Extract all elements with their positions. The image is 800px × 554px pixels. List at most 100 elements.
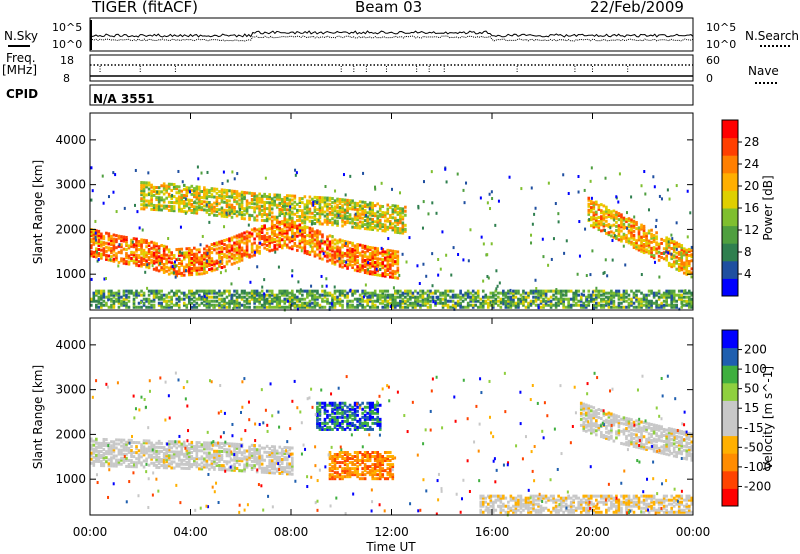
heatmap-cell [627,229,631,233]
heatmap-cell [650,240,653,244]
heatmap-cell [358,251,362,255]
heatmap-cell [155,449,158,453]
heatmap-cell [135,249,138,253]
heatmap-cell [399,191,402,195]
heatmap-cell [562,299,565,303]
heatmap-cell [308,232,312,236]
heatmap-cell [366,259,369,263]
heatmap-cell [321,249,324,253]
heatmap-cell [609,226,612,230]
heatmap-cell [504,291,508,295]
nave-legend-line [755,82,777,84]
heatmap-cell [187,253,191,257]
heatmap-cell [250,200,254,204]
heatmap-cell [203,297,206,301]
heatmap-cell [331,295,334,299]
heatmap-cell [152,259,156,263]
heatmap-cell [283,216,287,220]
heatmap-cell [590,166,593,170]
heatmap-cell [371,225,374,229]
heatmap-cell [439,267,442,271]
heatmap-cell [662,252,665,256]
heatmap-cell [235,301,239,305]
heatmap-cell [185,454,189,458]
heatmap-cell [185,466,189,470]
heatmap-cell [94,231,97,235]
heatmap-cell [328,198,332,202]
heatmap-cell [579,303,583,307]
heatmap-cell [394,301,397,305]
heatmap-cell [417,206,420,210]
heatmap-cell [280,451,284,455]
heatmap-cell [258,454,261,458]
heatmap-cell [486,295,490,299]
heatmap-cell [135,255,138,259]
heatmap-cell [318,230,322,234]
heatmap-cell [187,465,191,469]
heatmap-cell [637,226,641,230]
heatmap-cell [331,253,334,257]
heatmap-cell [439,301,442,305]
heatmap-cell [630,226,633,230]
heatmap-cell [338,212,342,216]
heatmap-cell [110,299,113,303]
heatmap-cell [607,225,611,229]
heatmap-cell [680,254,684,258]
heatmap-cell [105,245,108,249]
heatmap-cell [205,463,209,467]
heatmap-cell [492,303,495,307]
heatmap-cell [326,253,329,257]
heatmap-cell [165,257,168,261]
heatmap-cell [253,250,256,254]
heatmap-cell [112,462,116,466]
heatmap-cell [160,260,163,264]
heatmap-cell [331,239,334,243]
heatmap-cell [92,443,96,447]
heatmap-cell [296,218,299,222]
heatmap-cell [190,267,194,271]
heatmap-cell [92,293,96,297]
heatmap-cell [333,291,337,295]
heatmap-cell [293,223,297,227]
heatmap-cell [356,269,359,273]
heatmap-cell [150,291,153,295]
heatmap-cell [482,242,485,246]
heatmap-cell [261,285,264,289]
heatmap-cell [632,291,636,295]
heatmap-cell [371,272,374,276]
heatmap-cell [177,197,181,201]
heatmap-cell [263,466,266,470]
heatmap-cell [338,201,342,205]
heatmap-cell [325,284,328,288]
heatmap-cell [509,299,513,303]
heatmap-cell [391,263,395,267]
heatmap-cell [112,245,116,249]
heatmap-cell [198,266,201,270]
heatmap-cell [115,299,118,303]
heatmap-cell [341,200,344,204]
heatmap-cell [187,454,191,458]
heatmap-cell [497,295,500,299]
heatmap-cell [391,269,395,273]
heatmap-cell [301,232,304,236]
heatmap-cell [190,260,194,264]
heatmap-cell [280,246,284,250]
heatmap-cell [285,291,289,295]
heatmap-cell [243,249,246,253]
heatmap-cell [146,263,149,267]
heatmap-cell [150,252,153,256]
heatmap-cell [682,247,686,251]
heatmap-cell [198,268,201,272]
heatmap-cell [316,295,319,299]
heatmap-cell [353,250,357,254]
heatmap-cell [587,293,591,297]
heatmap-cell [102,456,106,460]
heatmap-cell [336,259,339,263]
heatmap-cell [364,283,367,287]
heatmap-cell [127,254,131,258]
heatmap-cell [316,200,319,204]
heatmap-cell [313,201,317,205]
heatmap-cell [185,265,189,269]
heatmap-cell [225,301,229,305]
heatmap-cell [110,305,113,309]
